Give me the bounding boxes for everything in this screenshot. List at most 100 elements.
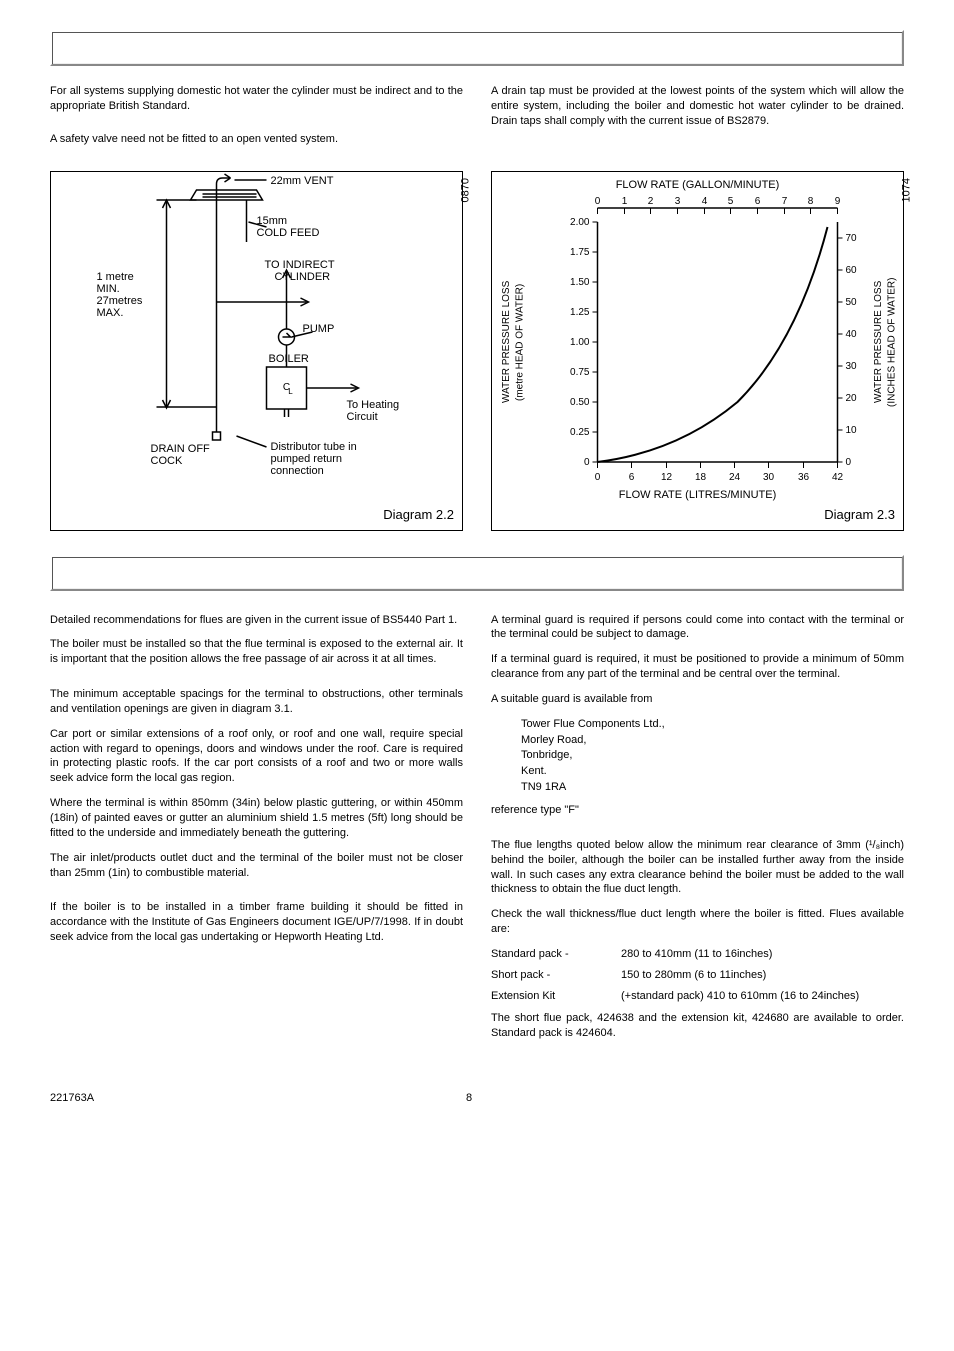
- diagram-label: Diagram 2.3: [824, 506, 895, 524]
- supplier-address: Tower Flue Components Ltd., Morley Road,…: [521, 717, 904, 795]
- y-right-ticks: 01020 304050 6070: [838, 233, 858, 468]
- svg-text:CYLINDER: CYLINDER: [275, 271, 331, 283]
- svg-text:9: 9: [835, 196, 841, 207]
- para: The minimum acceptable spacings for the …: [50, 687, 463, 717]
- para: A safety valve need not be fitted to an …: [50, 132, 463, 147]
- svg-text:0.50: 0.50: [570, 397, 590, 408]
- top-left-col: For all systems supplying domestic hot w…: [50, 84, 463, 157]
- diagram-2-3: 1074 FLOW RATE (GALLON/MINUTE) FLOW RATE…: [491, 171, 904, 531]
- flue-key: Standard pack -: [491, 947, 621, 962]
- bottom-right-col: A terminal guard is required if persons …: [491, 613, 904, 1052]
- bottom-text-columns: Detailed recommendations for flues are g…: [50, 613, 904, 1052]
- diagram-2-2-svg: C L 22mm VENT 15mm COLD FEED 1 metre MI: [51, 172, 462, 512]
- svg-text:Circuit: Circuit: [347, 411, 378, 423]
- page-number: 8: [466, 1091, 472, 1106]
- addr-line: TN9 1RA: [521, 780, 904, 795]
- addr-line: Tonbridge,: [521, 748, 904, 763]
- svg-text:1: 1: [622, 196, 628, 207]
- svg-text:0: 0: [595, 196, 601, 207]
- table-row: Standard pack - 280 to 410mm (11 to 16in…: [491, 947, 904, 962]
- para: reference type "F": [491, 803, 904, 818]
- svg-text:40: 40: [846, 329, 858, 340]
- svg-text:1.50: 1.50: [570, 277, 590, 288]
- svg-text:20: 20: [846, 393, 858, 404]
- section-banner-1: [50, 30, 904, 66]
- svg-text:3: 3: [675, 196, 681, 207]
- para: Detailed recommendations for flues are g…: [50, 613, 463, 628]
- svg-text:15mm: 15mm: [257, 215, 288, 227]
- section-banner-2: [50, 555, 904, 591]
- svg-text:2: 2: [648, 196, 654, 207]
- flue-key: Extension Kit: [491, 989, 621, 1004]
- svg-text:70: 70: [846, 233, 858, 244]
- para: A terminal guard is required if persons …: [491, 613, 904, 643]
- svg-text:1.25: 1.25: [570, 307, 590, 318]
- flue-val: 150 to 280mm (6 to 11inches): [621, 968, 766, 983]
- svg-text:12: 12: [661, 472, 673, 483]
- table-row: Extension Kit (+standard pack) 410 to 61…: [491, 989, 904, 1004]
- svg-text:6: 6: [629, 472, 635, 483]
- svg-text:2.00: 2.00: [570, 217, 590, 228]
- para: If a terminal guard is required, it must…: [491, 652, 904, 682]
- svg-text:0: 0: [595, 472, 601, 483]
- svg-text:0.25: 0.25: [570, 427, 590, 438]
- para: For all systems supplying domestic hot w…: [50, 84, 463, 114]
- svg-text:22mm VENT: 22mm VENT: [271, 175, 334, 187]
- x-top-ticks: 012 345 678 9: [595, 196, 841, 214]
- svg-text:PUMP: PUMP: [303, 323, 335, 335]
- diagram-code: 1074: [899, 178, 914, 202]
- svg-text:30: 30: [846, 361, 858, 372]
- para: The air inlet/products outlet duct and t…: [50, 851, 463, 881]
- diagram-row: 0870: [50, 171, 904, 531]
- addr-line: Kent.: [521, 764, 904, 779]
- chart-title-top: FLOW RATE (GALLON/MINUTE): [616, 179, 780, 191]
- svg-text:TO INDIRECT: TO INDIRECT: [265, 259, 335, 271]
- svg-text:COLD FEED: COLD FEED: [257, 227, 320, 239]
- page-footer: 221763A 8: [50, 1091, 904, 1106]
- svg-text:To Heating: To Heating: [347, 399, 400, 411]
- svg-text:L: L: [288, 387, 293, 396]
- bottom-left-col: Detailed recommendations for flues are g…: [50, 613, 463, 1052]
- svg-text:5: 5: [728, 196, 734, 207]
- svg-text:10: 10: [846, 425, 858, 436]
- diagram-label: Diagram 2.2: [383, 506, 454, 524]
- svg-text:pumped return: pumped return: [271, 453, 343, 465]
- flue-table: Standard pack - 280 to 410mm (11 to 16in…: [491, 947, 904, 1004]
- svg-text:6: 6: [755, 196, 761, 207]
- svg-text:Distributor tube in: Distributor tube in: [271, 441, 357, 453]
- svg-text:4: 4: [702, 196, 708, 207]
- diagram-2-2: 0870: [50, 171, 463, 531]
- svg-text:connection: connection: [271, 465, 324, 477]
- addr-line: Tower Flue Components Ltd.,: [521, 717, 904, 732]
- para: The short flue pack, 424638 and the exte…: [491, 1011, 904, 1041]
- svg-text:60: 60: [846, 265, 858, 276]
- para: The boiler must be installed so that the…: [50, 637, 463, 667]
- svg-text:27metres: 27metres: [97, 295, 143, 307]
- y-left-ticks: 00.250.50 0.751.001.25 1.501.752.00: [570, 217, 597, 468]
- svg-text:DRAIN OFF: DRAIN OFF: [151, 443, 211, 455]
- x-bottom-ticks: 0612 182430 3642: [595, 462, 844, 483]
- flue-key: Short pack -: [491, 968, 621, 983]
- svg-text:MIN.: MIN.: [97, 283, 120, 295]
- flue-val: (+standard pack) 410 to 610mm (16 to 24i…: [621, 989, 859, 1004]
- svg-text:COCK: COCK: [151, 455, 183, 467]
- diagram-2-3-svg: FLOW RATE (GALLON/MINUTE) FLOW RATE (LIT…: [492, 172, 903, 512]
- flue-val: 280 to 410mm (11 to 16inches): [621, 947, 772, 962]
- y-right-label: WATER PRESSURE LOSS(INCHES HEAD OF WATER…: [872, 242, 899, 442]
- para: Check the wall thickness/flue duct lengt…: [491, 907, 904, 937]
- y-left-label: WATER PRESSURE LOSS(metre HEAD OF WATER): [500, 242, 527, 442]
- svg-text:50: 50: [846, 297, 858, 308]
- svg-text:30: 30: [763, 472, 775, 483]
- para: Where the terminal is within 850mm (34in…: [50, 796, 463, 841]
- chart-title-bottom: FLOW RATE (LITRES/MINUTE): [619, 489, 776, 501]
- doc-number: 221763A: [50, 1091, 94, 1106]
- addr-line: Morley Road,: [521, 733, 904, 748]
- svg-text:1 metre: 1 metre: [97, 271, 134, 283]
- svg-text:42: 42: [832, 472, 844, 483]
- para: A drain tap must be provided at the lowe…: [491, 84, 904, 129]
- svg-text:0.75: 0.75: [570, 367, 590, 378]
- svg-text:BOILER: BOILER: [269, 353, 309, 365]
- svg-text:18: 18: [695, 472, 707, 483]
- top-text-columns: For all systems supplying domestic hot w…: [50, 84, 904, 157]
- para: If the boiler is to be installed in a ti…: [50, 900, 463, 945]
